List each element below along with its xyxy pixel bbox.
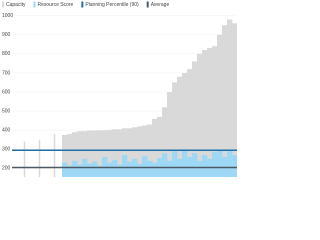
area-column xyxy=(172,82,178,177)
area-column xyxy=(197,160,203,177)
legend-label: Resource Score xyxy=(37,2,73,8)
area-column xyxy=(137,126,143,177)
area-column xyxy=(102,130,108,177)
legend-swatch xyxy=(81,1,84,8)
area-column xyxy=(67,134,73,177)
y-tick-label: 700 xyxy=(2,70,11,76)
area-column xyxy=(117,129,123,177)
area-column xyxy=(112,159,118,177)
area-column xyxy=(92,130,98,177)
area-column xyxy=(117,164,123,177)
area-column xyxy=(167,160,173,177)
area-column xyxy=(62,162,68,177)
area-column xyxy=(97,165,103,177)
y-tick-label: 600 xyxy=(2,89,11,95)
area-column xyxy=(87,130,93,177)
area-column xyxy=(137,163,143,177)
area-column xyxy=(72,160,78,177)
area-column xyxy=(187,69,193,177)
legend-swatch xyxy=(2,1,4,8)
area-column xyxy=(127,128,133,177)
area-column xyxy=(192,61,198,177)
area-column xyxy=(77,131,83,177)
y-tick-label: 500 xyxy=(2,108,11,114)
area-column xyxy=(107,162,113,177)
area-column xyxy=(72,132,78,177)
area-column xyxy=(182,149,188,177)
area-column xyxy=(162,153,168,177)
area-column xyxy=(162,107,168,177)
area-column xyxy=(167,92,173,177)
area-column xyxy=(107,129,113,177)
area-column xyxy=(53,134,56,177)
y-tick-label: 900 xyxy=(2,32,11,38)
area-column xyxy=(127,161,133,177)
area-column xyxy=(157,116,163,177)
area-column xyxy=(182,72,188,177)
y-tick-label: 800 xyxy=(2,51,11,57)
legend-label: Capacity xyxy=(6,2,26,8)
area-column xyxy=(112,129,118,177)
area-column xyxy=(172,151,178,177)
area-column xyxy=(87,163,93,177)
area-column xyxy=(82,131,88,177)
area-column xyxy=(232,155,237,177)
area-column xyxy=(142,125,148,177)
area-column xyxy=(202,155,208,177)
area-column xyxy=(232,23,237,177)
area-column xyxy=(227,151,233,177)
area-column xyxy=(152,162,158,177)
area-column xyxy=(217,34,223,177)
area-column xyxy=(177,76,183,177)
area-column xyxy=(142,155,148,177)
area-column xyxy=(202,50,208,177)
area-column xyxy=(152,118,158,177)
area-column xyxy=(212,152,218,177)
area-column xyxy=(192,153,198,177)
y-tick-label: 1000 xyxy=(2,13,13,19)
area-column xyxy=(122,128,128,177)
area-column xyxy=(77,164,83,177)
area-column xyxy=(222,25,228,177)
y-tick-label: 300 xyxy=(2,147,11,153)
area-column xyxy=(227,19,233,177)
y-tick-label: 400 xyxy=(2,128,11,134)
area-column xyxy=(23,141,26,177)
chart: 200 300 400 500 600 700 800 900 1000 Capacity Reso… xyxy=(2,1,237,177)
area-column xyxy=(38,139,41,177)
legend-label: Average xyxy=(151,2,170,8)
area-column xyxy=(122,155,128,177)
area-column xyxy=(147,160,153,177)
area-column xyxy=(92,161,98,177)
area-column xyxy=(207,48,213,177)
y-tick-label: 200 xyxy=(2,166,11,172)
area-column xyxy=(67,165,73,177)
area-column xyxy=(62,134,68,177)
legend-swatch xyxy=(33,1,36,8)
area-column xyxy=(212,46,218,177)
area-column xyxy=(97,130,103,177)
legend-swatch xyxy=(146,1,149,8)
area-column xyxy=(197,53,203,177)
area-column xyxy=(132,127,138,177)
legend-label: Planning Percentile (90) xyxy=(85,2,139,8)
area-column xyxy=(217,149,223,177)
